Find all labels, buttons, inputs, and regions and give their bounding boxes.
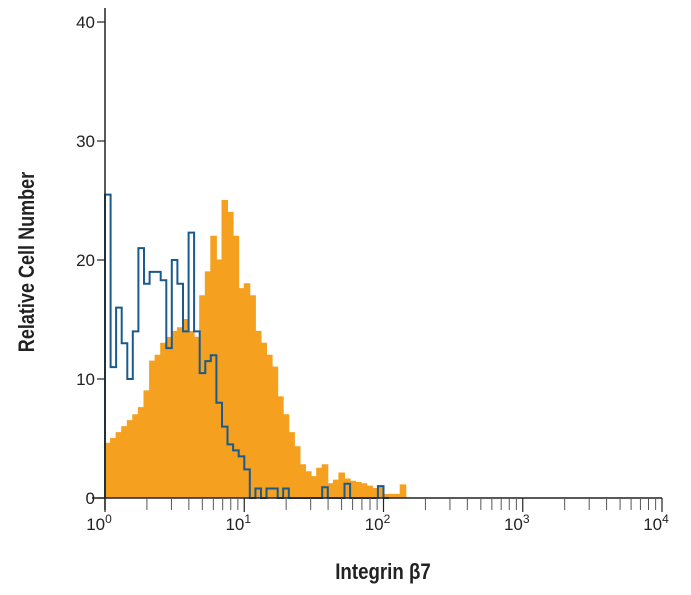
x-tick-label: 101 <box>225 512 251 534</box>
x-tick-labels: 100 101 102 103 104 <box>86 512 669 534</box>
y-tick-label: 30 <box>76 132 95 151</box>
x-tick-exponent: 3 <box>523 512 530 526</box>
x-tick-base: 10 <box>504 515 523 534</box>
x-tick-label: 104 <box>643 512 669 534</box>
histogram-series-filled <box>104 200 407 499</box>
x-tick-exponent: 1 <box>244 512 251 526</box>
x-tick-exponent: 4 <box>662 512 669 526</box>
x-tick-base: 10 <box>225 515 244 534</box>
x-tick-exponent: 0 <box>105 512 112 526</box>
y-tick-labels: 0 10 20 30 40 <box>76 13 95 508</box>
y-tick-label: 20 <box>76 251 95 270</box>
x-tick-base: 10 <box>365 515 384 534</box>
y-axis-title: Relative Cell Number <box>15 172 39 353</box>
x-tick-base: 10 <box>86 515 105 534</box>
axes <box>92 8 663 512</box>
series-layer <box>104 193 407 499</box>
y-tick-label: 0 <box>86 489 95 508</box>
x-axis-title: Integrin β7 <box>335 561 431 585</box>
x-tick-label: 103 <box>504 512 530 534</box>
x-tick-label: 100 <box>86 512 112 534</box>
x-tick-base: 10 <box>643 515 662 534</box>
y-tick-label: 10 <box>76 370 95 389</box>
x-tick-label: 102 <box>365 512 391 534</box>
y-tick-label: 40 <box>76 13 95 32</box>
x-tick-exponent: 2 <box>384 512 391 526</box>
